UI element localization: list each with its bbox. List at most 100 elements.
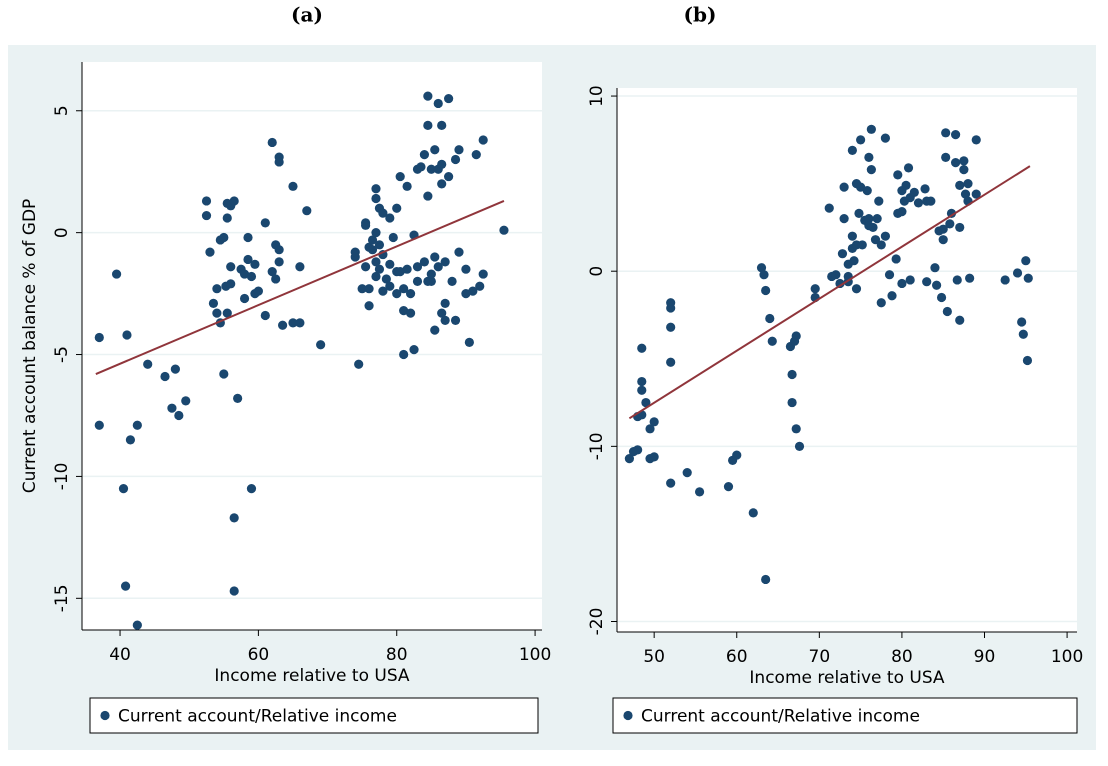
point [872,214,882,224]
point [475,281,485,291]
point [233,393,243,404]
x-tick-label: 100 [519,645,551,665]
point [1022,355,1033,366]
panel-label: (b) [684,3,717,27]
point [440,257,450,267]
point [694,487,705,497]
point [111,269,122,279]
point [419,257,430,267]
point [267,267,277,277]
point [174,410,184,421]
point [893,170,903,180]
point [959,165,969,175]
point [926,196,936,206]
point [444,93,454,104]
point [963,179,973,189]
point [876,298,886,308]
point [759,270,769,280]
point [205,247,215,257]
point [1012,268,1023,278]
point [371,184,381,194]
point [239,293,250,304]
point [94,332,104,343]
point [942,306,952,317]
x-tick-label: 80 [891,647,913,667]
plot-area [82,62,542,630]
panel-label: (a) [291,3,323,27]
point [901,180,911,190]
point [170,364,180,374]
point [226,262,236,272]
legend-label: Current account/Relative income [118,707,397,727]
y-tick-label: 0 [52,227,72,238]
point [862,186,872,196]
point [288,181,298,191]
point [936,292,947,303]
point [402,181,412,191]
point [880,133,891,143]
legend-box [89,697,539,734]
point [864,214,874,224]
point [454,145,464,155]
point [274,257,284,267]
point [419,150,430,160]
point [395,267,405,277]
point [732,450,742,460]
point [649,452,659,462]
point [437,308,447,318]
point [118,484,129,494]
point [430,325,440,335]
point [909,187,919,197]
point [229,586,239,596]
point [839,182,849,192]
point [791,331,801,341]
point [891,254,901,264]
point [378,286,388,296]
x-tick-label: 60 [248,645,270,665]
y-tick-label: -10 [52,463,72,491]
point [433,98,443,109]
point [239,269,250,279]
point [222,308,232,318]
point [478,269,488,279]
x-tick-label: 70 [809,647,831,667]
point [395,171,405,182]
fit-line [628,165,1031,420]
point [765,313,775,324]
point [913,198,924,208]
point [271,274,281,284]
point [464,337,474,347]
point [920,184,930,194]
point [450,315,461,326]
point [787,369,797,380]
point [120,581,131,591]
point [880,231,891,241]
point [971,135,981,145]
point [1000,275,1010,285]
point [637,385,647,395]
point [229,513,239,523]
x-axis-label: Income relative to USA [214,666,410,686]
point [430,145,440,155]
point [440,298,450,308]
point [499,225,509,235]
point [267,137,277,148]
point [787,397,797,408]
point [450,154,461,165]
point [229,196,239,206]
point [426,276,436,286]
point [854,208,864,219]
point [641,397,651,408]
point [357,284,367,294]
point [461,288,471,299]
point [831,270,841,280]
point [1017,317,1027,327]
point [847,231,857,241]
point [371,228,381,238]
point [222,213,232,223]
point [866,165,876,175]
point [381,274,391,284]
y-tick-label: 10 [587,85,607,107]
point [385,213,395,223]
point [955,315,965,325]
